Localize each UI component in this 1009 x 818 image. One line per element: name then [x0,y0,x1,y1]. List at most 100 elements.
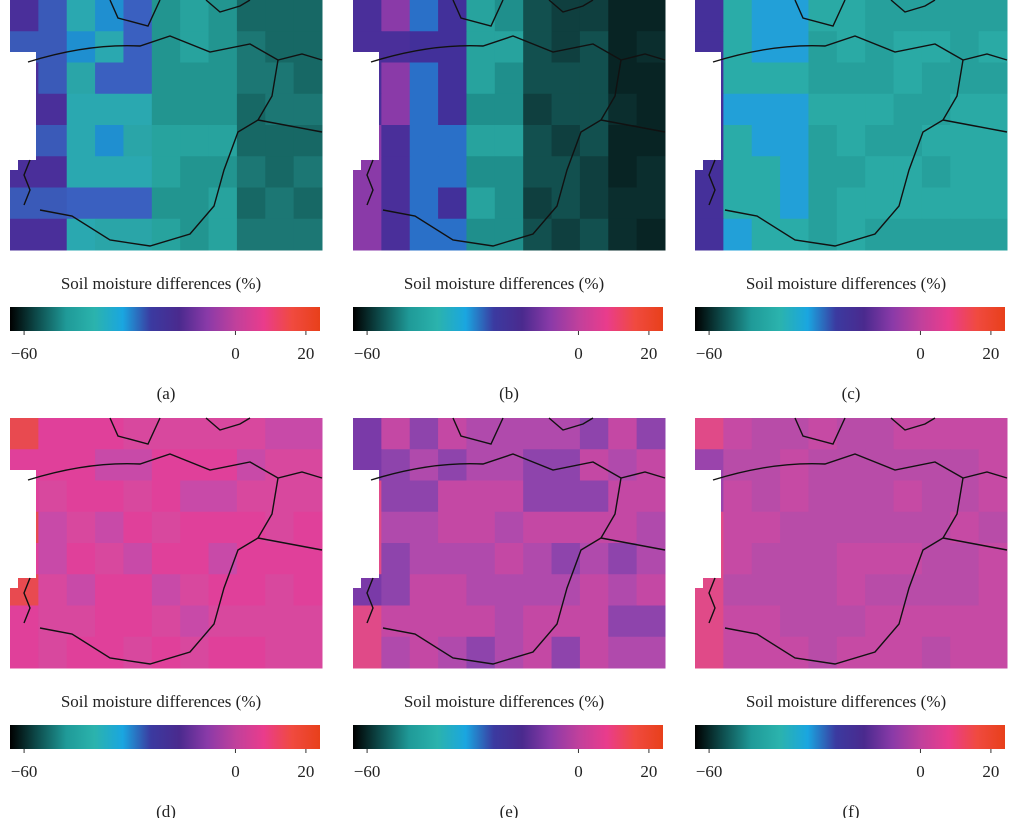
map-tile [495,512,524,544]
map-tile [637,219,666,251]
map-tile [979,418,1008,450]
map-tile [637,188,666,220]
map-tile [808,574,837,606]
map-tile [180,481,209,513]
map-tile [438,0,467,32]
map-tile [466,125,495,157]
map-tile [608,219,637,251]
colorbar-title: Soil moisture differences (%) [746,692,946,711]
map-tile [894,94,923,126]
map-tile [180,512,209,544]
map-tile [438,574,467,606]
map-tile [495,31,524,63]
map-tile [67,543,96,575]
map-tile [752,156,781,188]
map-tile [950,0,979,32]
map-tile [294,188,323,220]
map-tile [152,0,181,32]
map-tile [237,31,266,63]
map-tile [808,188,837,220]
map-tile [123,543,152,575]
map-tile [294,574,323,606]
map-tile [837,63,866,95]
map-tile [552,637,581,669]
map-tile [865,512,894,544]
map-tile [381,94,410,126]
map-tile [123,0,152,32]
map-tile [723,637,752,669]
colorbar-tick-label: 0 [916,762,925,781]
map-tile [67,574,96,606]
map-tile [95,606,124,638]
map-tile [922,606,951,638]
map-tile [265,512,294,544]
map-tile [438,156,467,188]
map-tile [438,219,467,251]
map-tile [780,63,809,95]
map-tile [209,219,238,251]
map-tile [552,0,581,32]
map-tile [580,637,609,669]
map-tile [180,94,209,126]
map-tile [552,94,581,126]
map-tile [808,606,837,638]
map-tile [438,543,467,575]
map-tile [67,125,96,157]
map-tile [495,543,524,575]
map-tile [294,0,323,32]
map-tile [894,188,923,220]
map-tile [495,63,524,95]
map-tile [608,156,637,188]
map-tile [123,449,152,481]
map-tile [523,63,552,95]
colorbar [10,307,320,331]
colorbar-tick-label: 0 [574,344,583,363]
map-tile [466,94,495,126]
map-tile [552,125,581,157]
map-tile [237,606,266,638]
map-tile [152,512,181,544]
map-tile [466,543,495,575]
map-tile [552,219,581,251]
map-tile [865,188,894,220]
map-tile [237,481,266,513]
map-tile [180,63,209,95]
map-tile [950,31,979,63]
map-tile [152,574,181,606]
map-tile [410,481,439,513]
map-tile [894,125,923,157]
map-tile [209,543,238,575]
map-tile [608,94,637,126]
map-tile [580,63,609,95]
map-tile [237,219,266,251]
map-tile [381,418,410,450]
map-tile [38,574,67,606]
map-tile [608,481,637,513]
map-tile [265,637,294,669]
map-tile [209,512,238,544]
sea [353,470,379,588]
map-tile [723,481,752,513]
map-tile [608,125,637,157]
map-tile [608,31,637,63]
map-tile [723,63,752,95]
map-tile [979,0,1008,32]
map-tile [950,543,979,575]
map-tile [95,219,124,251]
map-tile [637,94,666,126]
map-tile [265,219,294,251]
map-tile [780,94,809,126]
map-tile [894,637,923,669]
map-tile [410,31,439,63]
map-tile [752,418,781,450]
map-tile [152,219,181,251]
panel: Soil moisture differences (%)−60020(d) [10,418,323,818]
map-tile [381,637,410,669]
map-tile [780,606,809,638]
map-tile [123,31,152,63]
map-tile [38,156,67,188]
map-tile [209,125,238,157]
map-tile [95,94,124,126]
map-tile [152,543,181,575]
map-tile [265,606,294,638]
